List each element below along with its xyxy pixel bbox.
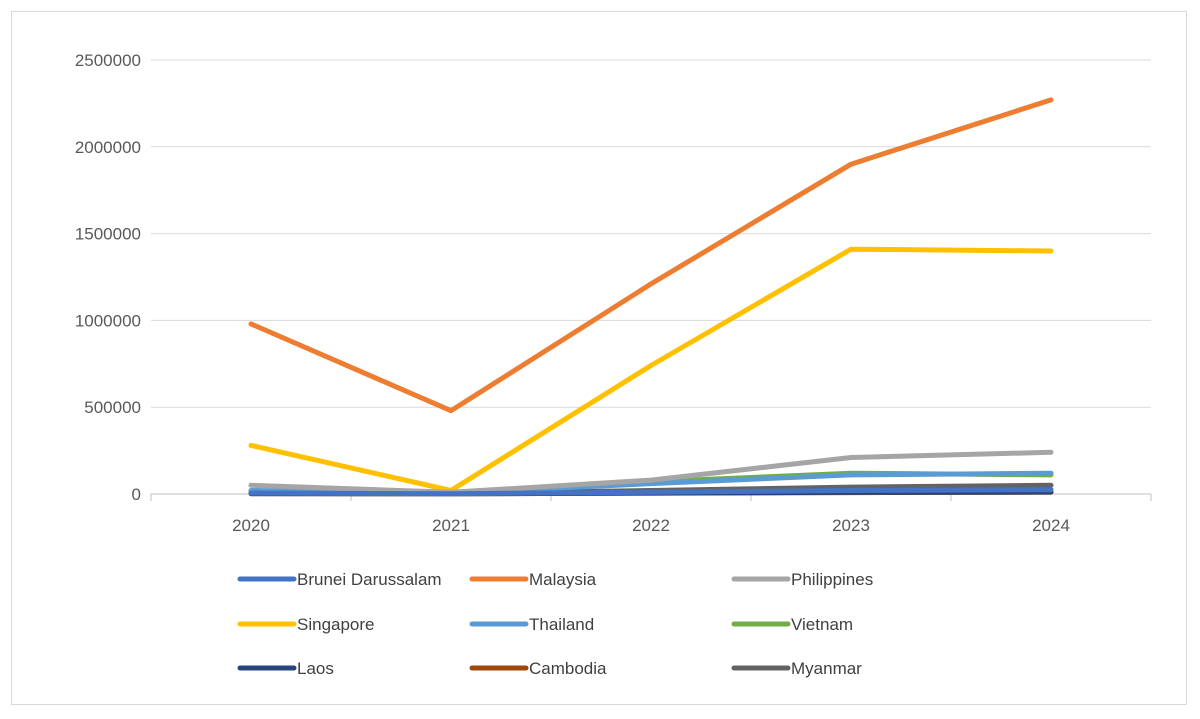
legend-label: Vietnam (791, 615, 853, 634)
y-tick-label: 2500000 (75, 51, 141, 70)
axes: 0 500000 1000000 1500000 2000000 2500000 2020 2… (75, 51, 1152, 535)
series-line-philippines (248, 449, 1054, 495)
legend-label: Myanmar (791, 659, 862, 678)
legend-label: Thailand (529, 615, 594, 634)
x-tick-label: 2024 (1032, 516, 1070, 535)
legend-label: Singapore (297, 615, 375, 634)
x-tick-label: 2020 (232, 516, 270, 535)
y-tick-label: 2000000 (75, 138, 141, 157)
chart-frame: 0 500000 1000000 1500000 2000000 2500000 2020 2… (11, 11, 1187, 705)
x-tick-label: 2023 (832, 516, 870, 535)
y-tick-label: 500000 (84, 398, 141, 417)
series-line-brunei-darussalam (248, 487, 1054, 497)
legend-label: Malaysia (529, 570, 597, 589)
legend-label: Philippines (791, 570, 873, 589)
legend-label: Cambodia (529, 659, 607, 678)
x-tick-label: 2022 (632, 516, 670, 535)
line-chart: 0 500000 1000000 1500000 2000000 2500000 2020 2… (75, 51, 1152, 678)
y-tick-label: 1500000 (75, 225, 141, 244)
y-tick-label: 1000000 (75, 311, 141, 330)
gridlines (151, 59, 1151, 408)
series-line-malaysia (248, 97, 1054, 414)
series-lines (248, 97, 1054, 497)
legend-label: Laos (297, 659, 334, 678)
series-line-singapore (248, 246, 1054, 493)
x-tick-label: 2021 (432, 516, 470, 535)
legend-label: Brunei Darussalam (297, 570, 442, 589)
y-tick-label: 0 (132, 485, 141, 504)
legend: Brunei Darussalam Malaysia Philippines Sing… (237, 570, 873, 678)
